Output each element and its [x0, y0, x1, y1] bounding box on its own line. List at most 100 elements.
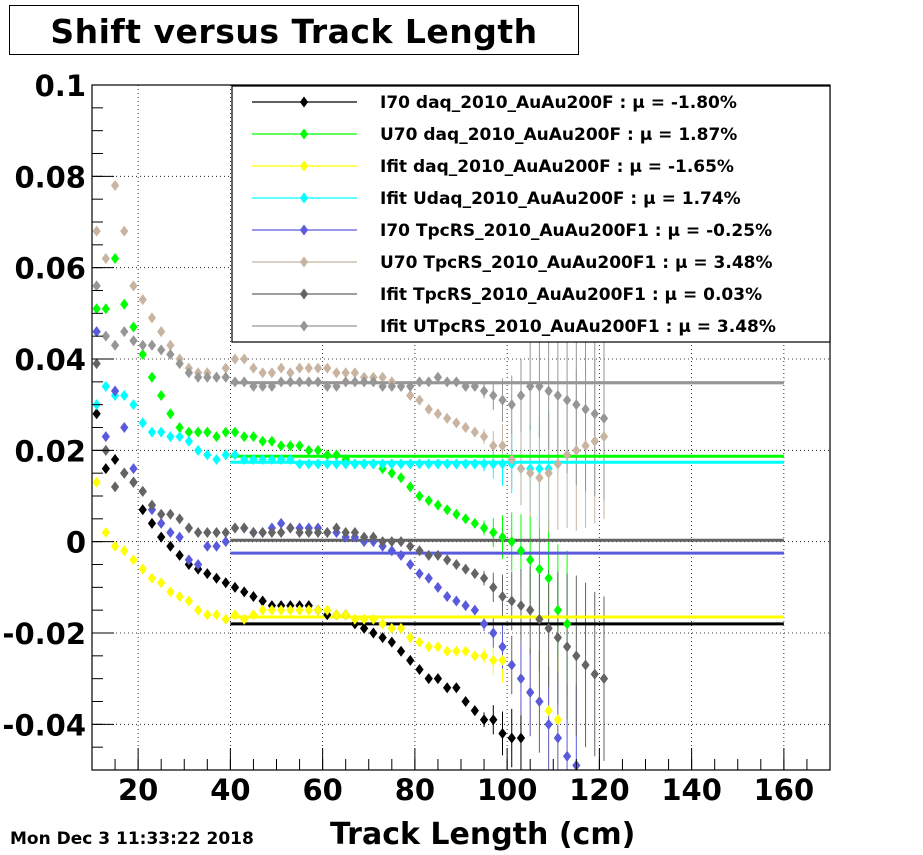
legend-marker — [299, 288, 309, 300]
data-point — [489, 714, 498, 726]
data-point — [350, 367, 360, 379]
data-point — [526, 604, 535, 616]
data-point — [535, 613, 544, 625]
data-point — [267, 435, 277, 447]
data-point — [313, 458, 323, 470]
data-point — [129, 280, 138, 292]
data-point — [203, 527, 212, 539]
data-point — [323, 604, 332, 616]
data-point — [526, 554, 535, 566]
data-point — [249, 527, 258, 539]
data-point — [286, 367, 295, 379]
data-point — [562, 449, 572, 461]
data-point — [203, 568, 212, 580]
data-point — [544, 385, 553, 397]
data-point — [138, 485, 147, 497]
data-point — [147, 312, 157, 324]
data-point — [470, 705, 479, 717]
y-tick-label: 0.02 — [14, 434, 86, 468]
data-point — [489, 458, 498, 470]
data-point — [461, 422, 470, 433]
legend-marker — [299, 160, 309, 172]
data-point — [369, 613, 378, 625]
data-point — [101, 527, 110, 539]
legend-marker — [299, 256, 309, 268]
data-point — [415, 664, 424, 676]
data-point — [562, 750, 572, 762]
data-point — [276, 527, 286, 539]
data-point — [166, 339, 175, 351]
data-point — [396, 549, 406, 561]
data-point — [433, 371, 443, 383]
data-point — [267, 453, 277, 465]
data-point — [129, 335, 138, 347]
data-point — [461, 380, 470, 392]
data-point — [323, 362, 332, 374]
data-point — [498, 394, 507, 406]
data-point — [276, 376, 286, 388]
data-point — [313, 604, 323, 616]
data-point — [175, 358, 184, 370]
data-point — [230, 353, 240, 365]
data-point — [360, 531, 369, 543]
data-point — [110, 253, 120, 265]
data-point — [470, 650, 479, 662]
data-point — [203, 609, 212, 621]
data-point — [461, 458, 470, 470]
data-point — [387, 380, 396, 392]
data-point — [221, 527, 230, 539]
data-point — [157, 390, 166, 402]
data-point — [129, 399, 138, 411]
data-point — [424, 641, 433, 653]
data-point — [221, 613, 230, 625]
data-point — [212, 371, 221, 383]
data-point — [147, 371, 157, 383]
data-point — [424, 495, 433, 507]
data-point — [507, 399, 516, 411]
data-point — [203, 449, 212, 461]
data-point — [276, 440, 286, 452]
data-point — [267, 604, 277, 616]
data-point — [92, 303, 101, 315]
data-point — [129, 463, 138, 475]
data-point — [424, 403, 433, 415]
data-point — [406, 390, 415, 402]
data-point — [553, 390, 562, 402]
data-point — [240, 522, 249, 534]
data-point — [323, 380, 332, 392]
data-point — [120, 326, 129, 338]
x-tick-label: 80 — [395, 773, 435, 807]
data-point — [581, 403, 590, 415]
data-point — [304, 604, 313, 616]
data-point — [249, 590, 258, 602]
data-point — [433, 581, 443, 593]
data-point — [553, 458, 562, 470]
data-point — [443, 412, 452, 424]
data-point — [535, 463, 544, 475]
legend-marker — [299, 224, 309, 236]
data-point — [553, 732, 562, 744]
data-point — [110, 481, 120, 493]
data-point — [433, 641, 443, 653]
data-point — [221, 362, 230, 374]
data-point — [92, 326, 101, 338]
data-point — [175, 431, 184, 443]
data-point — [184, 426, 193, 438]
data-point — [157, 508, 166, 520]
data-point — [258, 595, 267, 607]
data-point — [470, 517, 479, 529]
data-point — [479, 714, 489, 726]
data-point — [166, 508, 175, 520]
data-point — [129, 476, 138, 488]
data-point — [387, 545, 396, 557]
data-point — [415, 636, 424, 648]
data-point — [479, 618, 489, 630]
data-point — [406, 654, 415, 666]
data-point — [350, 527, 360, 539]
data-point — [461, 645, 470, 657]
data-point — [295, 458, 304, 470]
data-point — [489, 440, 498, 452]
data-point — [258, 380, 267, 392]
data-point — [304, 527, 313, 539]
data-point — [544, 622, 553, 634]
